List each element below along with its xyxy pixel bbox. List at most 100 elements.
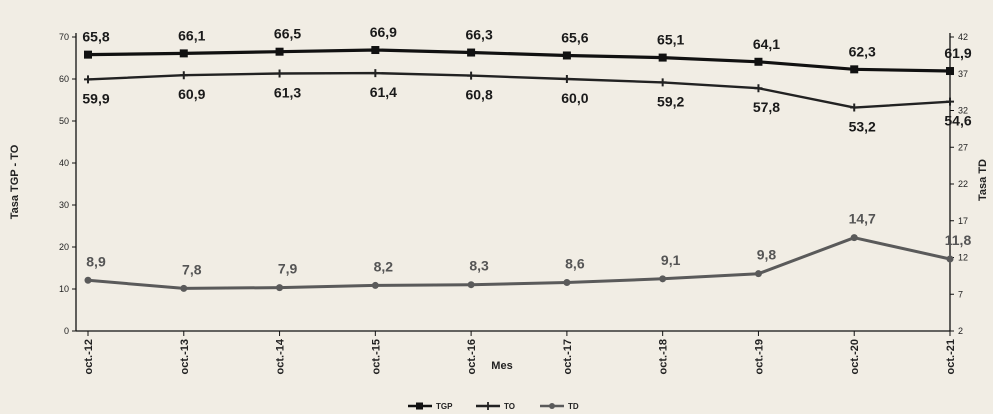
y-axis-right-title: Tasa TD [977, 159, 989, 201]
left-tick-label: 40 [59, 158, 69, 168]
point-td [850, 234, 858, 242]
data-label-tgp: 66,1 [178, 27, 205, 43]
x-tick-label: oct.-14 [275, 338, 287, 374]
point-to [275, 69, 284, 78]
legend-label-to: TO [504, 402, 515, 411]
point-to [84, 75, 92, 84]
right-tick-label: 32 [958, 106, 968, 116]
data-label-tgp: 66,5 [274, 26, 301, 42]
legend-marker-td [549, 403, 555, 409]
x-tick-label: oct.-19 [753, 339, 765, 374]
point-td [371, 281, 379, 289]
left-tick-label: 0 [64, 326, 69, 336]
right-tick-label: 12 [958, 253, 968, 263]
point-tgp [850, 65, 859, 74]
data-label-to: 60,8 [465, 87, 492, 103]
data-label-to: 60,9 [178, 86, 205, 102]
point-tgp [371, 46, 380, 55]
left-tick-label: 20 [59, 242, 69, 252]
data-label-td: 11,8 [945, 232, 972, 248]
point-to [850, 103, 859, 112]
left-tick-label: 70 [59, 32, 69, 42]
left-tick-label: 30 [59, 200, 69, 210]
data-label-td: 7,8 [182, 261, 202, 277]
legend-marker-tgp [416, 402, 423, 410]
point-to [562, 75, 571, 83]
data-label-tgp: 66,3 [465, 27, 492, 43]
right-tick-label: 27 [958, 142, 968, 152]
data-labels-layer: 65,8 66,1 66,5 66,9 66,3 65,6 65,1 64,1 62,3 61,9… [82, 24, 971, 277]
x-tick-label: oct.-20 [849, 339, 861, 374]
point-td [563, 278, 571, 286]
point-tgp [179, 49, 188, 58]
legend-marker-to [484, 402, 492, 410]
point-to [179, 71, 188, 80]
data-label-td: 9,1 [661, 252, 681, 268]
data-label-to: 57,8 [753, 99, 780, 115]
data-label-td: 8,3 [469, 258, 489, 274]
data-label-td: 7,9 [278, 261, 298, 277]
point-td [946, 255, 954, 263]
data-label-to: 54,6 [944, 113, 971, 129]
left-ticks-layer: 0 10 20 30 40 50 60 70 [59, 32, 76, 336]
point-to [371, 69, 380, 78]
point-tgp [754, 57, 763, 66]
point-to [658, 78, 667, 87]
point-td [84, 276, 92, 284]
data-label-td: 8,9 [86, 253, 106, 269]
x-tick-label: oct.-21 [945, 339, 957, 374]
point-td [467, 281, 475, 289]
left-tick-label: 10 [59, 284, 69, 294]
point-to [754, 84, 763, 93]
x-tick-label: oct.-17 [562, 339, 574, 374]
x-tick-label: oct.-12 [83, 339, 95, 374]
point-tgp [467, 48, 476, 57]
point-tgp [946, 67, 954, 76]
series-line-tgp [87, 48, 951, 73]
left-tick-label: 60 [59, 74, 69, 84]
x-tick-label: oct.-15 [370, 339, 382, 374]
right-tick-label: 17 [958, 216, 968, 226]
legend-label-tgp: TGP [436, 402, 453, 411]
x-tick-label: oct.-16 [466, 339, 478, 374]
right-tick-label: 42 [958, 32, 968, 42]
point-tgp [658, 53, 667, 62]
data-label-to: 60,0 [561, 90, 588, 106]
right-tick-label: 22 [958, 179, 968, 189]
data-label-td: 8,2 [374, 258, 394, 274]
data-label-to: 61,3 [274, 85, 301, 101]
data-label-to: 59,9 [82, 90, 109, 106]
right-tick-label: 2 [958, 326, 963, 336]
point-td [659, 275, 667, 283]
point-td [276, 284, 284, 292]
x-axis-title: Mes [491, 360, 512, 372]
data-label-tgp: 64,1 [753, 36, 780, 52]
x-tick-label: oct.-13 [179, 339, 191, 374]
point-to [946, 97, 954, 106]
series-line-to [87, 71, 951, 109]
data-label-tgp: 65,6 [561, 29, 588, 45]
point-tgp [84, 50, 92, 59]
point-tgp [275, 47, 284, 56]
data-label-to: 53,2 [849, 119, 876, 135]
data-label-to: 59,2 [657, 93, 684, 109]
right-tick-label: 37 [958, 69, 968, 79]
data-label-td: 14,7 [849, 211, 876, 227]
data-label-tgp: 61,9 [944, 45, 971, 61]
left-tick-label: 50 [59, 116, 69, 126]
data-label-tgp: 65,1 [657, 32, 684, 48]
point-tgp [562, 51, 571, 60]
legend: TGP TO TD [408, 402, 579, 411]
data-label-tgp: 66,9 [370, 24, 397, 40]
axes-layer [75, 33, 951, 332]
series-lines-layer [87, 48, 951, 290]
x-ticks-layer: oct.-12 oct.-13 oct.-14 oct.-15 oct.-16 oct.-… [83, 331, 957, 374]
y-axis-left-title: Tasa TGP - TO [9, 144, 21, 219]
x-tick-label: oct.-18 [658, 339, 670, 374]
series-line-td [87, 236, 951, 290]
right-tick-label: 7 [958, 289, 963, 299]
data-label-tgp: 65,8 [82, 29, 109, 45]
point-to [467, 71, 476, 80]
